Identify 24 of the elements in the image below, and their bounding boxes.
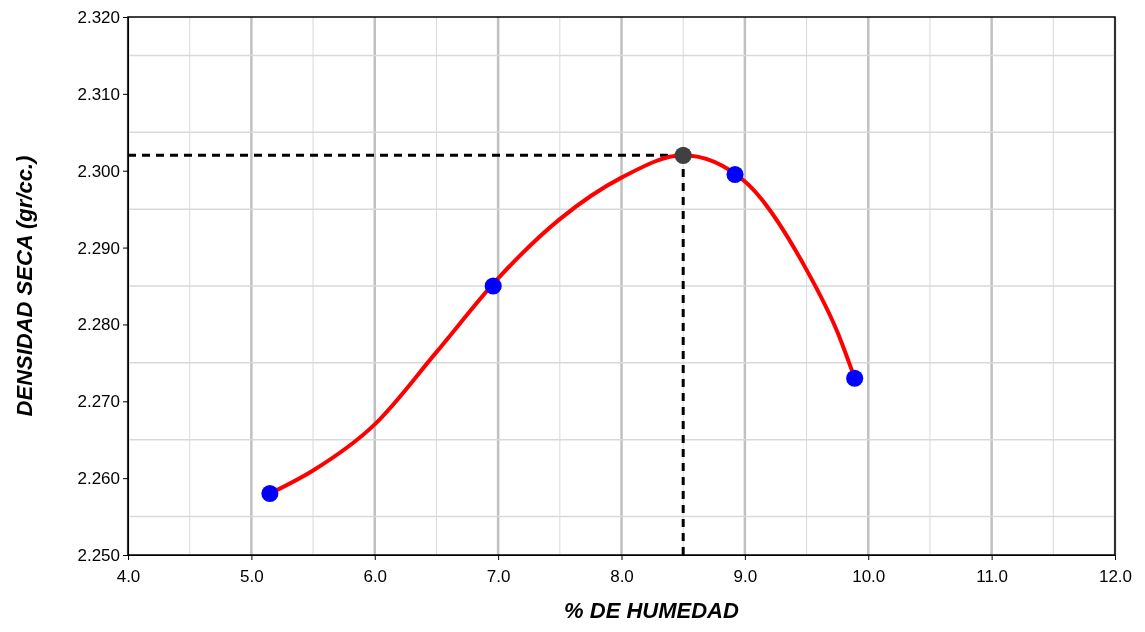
x-tick-label: 5.0: [240, 566, 264, 586]
x-tick-label: 9.0: [733, 566, 758, 586]
x-tick-label: 6.0: [363, 566, 388, 586]
y-tick-label: 2.280: [77, 315, 120, 335]
x-tick-label: 7.0: [486, 566, 511, 586]
y-tick-label: 2.300: [77, 161, 120, 181]
point: [261, 484, 279, 503]
x-axis-title: % DE HUMEDAD: [564, 598, 739, 623]
point: [674, 146, 692, 164]
x-tick-label: 11.0: [976, 566, 1009, 586]
y-tick-label: 2.290: [77, 238, 120, 258]
y-tick-label: 2.250: [77, 545, 120, 565]
x-tick-label: 8.0: [610, 566, 634, 586]
y-axis-title: DENSIDAD SECA (gr/cc.): [12, 155, 37, 417]
x-tick-label: 4.0: [116, 566, 141, 586]
y-tick-label: 2.320: [77, 7, 120, 27]
y-tick-label: 2.270: [77, 392, 120, 412]
x-tick-label: 12.0: [1098, 566, 1133, 586]
y-tick-label: 2.260: [77, 469, 120, 489]
point: [846, 369, 864, 387]
x-tick-label: 10.0: [852, 566, 886, 586]
point: [484, 277, 502, 295]
point: [726, 166, 744, 184]
y-tick-label: 2.310: [77, 84, 120, 104]
